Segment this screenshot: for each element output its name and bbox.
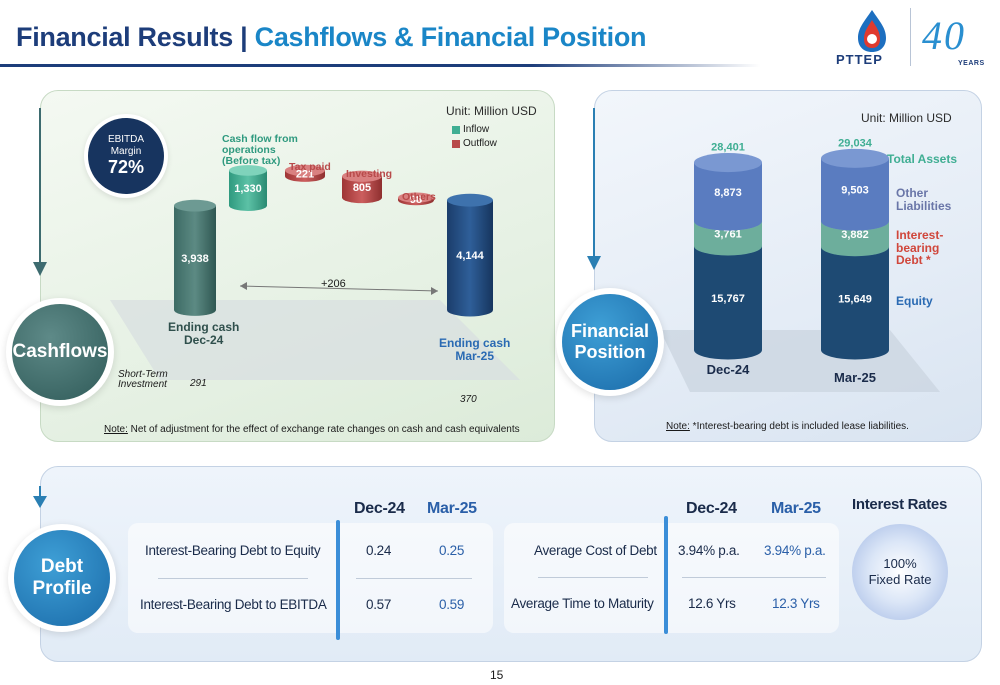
right-row2-label: Average Time to Maturity	[511, 596, 654, 611]
legend-inflow-swatch	[452, 126, 460, 134]
ibd-label: Interest-bearing Debt *	[896, 228, 944, 268]
legend-outflow-swatch	[452, 140, 460, 148]
waterfall-bar-5	[447, 193, 494, 317]
fixed-rate-badge: 100% Fixed Rate	[852, 524, 948, 620]
left-rule-values	[356, 578, 472, 579]
other-liabilities-label: Other Liabilities	[896, 186, 952, 213]
waterfall-bar-0	[174, 199, 216, 316]
financial-unit: Unit: Million USD	[861, 111, 952, 125]
stack-value-1-2: 9,503	[841, 185, 869, 197]
stack-value-0-1: 3,761	[714, 229, 742, 241]
chart-floor	[110, 300, 520, 380]
fin-category-0: Dec-24	[707, 362, 750, 377]
waterfall-value-4: 98	[410, 194, 422, 206]
stack-value-0-2: 8,873	[714, 187, 742, 199]
equity-label: Equity	[896, 294, 933, 308]
title-sub: Cashflows & Financial Position	[254, 22, 647, 52]
waterfall-bar-3	[342, 170, 382, 204]
right-divider	[664, 516, 668, 634]
right-rule-values	[682, 577, 826, 578]
ebitda-label-1: EBITDA	[107, 134, 145, 146]
interest-rates-title: Interest Rates	[852, 496, 948, 513]
stack-1-2	[821, 148, 889, 231]
title-separator: |	[232, 22, 255, 52]
logo-years: YEARS	[958, 60, 985, 67]
stack-0-2	[694, 153, 762, 231]
financial-decor	[587, 108, 601, 270]
delta-label: +206	[321, 278, 346, 290]
company-logo: PTTEP 40 YEARS	[830, 8, 990, 68]
debt-profile-section-label: Debt Profile	[14, 530, 110, 626]
waterfall-value-3: 805	[353, 182, 371, 194]
total-assets-label: Total Assets	[887, 152, 958, 166]
title-main: Financial Results	[16, 22, 233, 52]
right-row1-mar: 3.94% p.a.	[764, 543, 826, 558]
left-row1-mar: 0.25	[439, 543, 465, 558]
fin-category-1: Mar-25	[834, 370, 876, 385]
waterfall-value-0: 3,938	[181, 253, 209, 265]
label-investing: Investing	[346, 168, 393, 180]
left-row2-mar: 0.59	[439, 597, 465, 612]
left-divider	[336, 520, 340, 640]
left-row2-dec: 0.57	[366, 597, 392, 612]
ebitda-label-2: Margin	[110, 145, 142, 157]
short-term-mar: 370	[460, 394, 477, 405]
label-ending-cash-dec: Ending cash Dec-24	[168, 320, 240, 347]
financial-position-chart: 15,767 3,761 8,873 28,401 Dec-24 15,649 3,882 9…	[660, 137, 940, 392]
label-others: Others	[402, 191, 436, 203]
cashflow-note: Note: Net of adjustment for the effect o…	[104, 424, 520, 435]
page-number: 15	[490, 668, 504, 682]
right-row2-dec: 12.6 Yrs	[688, 596, 736, 611]
left-col-dec: Dec-24	[354, 500, 405, 517]
left-row2-label: Interest-Bearing Debt to EBITDA	[140, 597, 327, 612]
right-row1-dec: 3.94% p.a.	[678, 543, 740, 558]
total-assets-value-1: 29,034	[838, 137, 873, 149]
stack-value-0-0: 15,767	[711, 293, 745, 305]
waterfall-value-2: 221	[296, 168, 314, 180]
short-term-label: Short-Term Investment	[118, 369, 168, 390]
cashflows-section-label: Cashflows	[12, 304, 108, 400]
label-cfo: Cash flow from operations (Before tax)	[222, 133, 298, 168]
financial-note: Note: *Interest-bearing debt is included…	[666, 421, 909, 432]
right-row2-mar: 12.3 Yrs	[772, 596, 820, 611]
total-assets-value-0: 28,401	[711, 142, 745, 154]
cashflow-unit: Unit: Million USD	[446, 104, 537, 118]
right-row1-label: Average Cost of Debt	[534, 543, 657, 558]
logo-text: PTTEP	[836, 52, 883, 67]
financial-position-section-label: Financial Position	[562, 294, 658, 390]
cashflow-decor	[33, 108, 47, 276]
waterfall-bar-2	[285, 164, 325, 182]
ebitda-badge: EBITDA Margin 72%	[88, 118, 164, 194]
left-row1-dec: 0.24	[366, 543, 392, 558]
left-row1-label: Interest-Bearing Debt to Equity	[145, 543, 321, 558]
right-rule-label	[538, 577, 648, 578]
flame-logo-icon	[858, 10, 886, 52]
anniversary-mark: 40	[922, 13, 966, 58]
waterfall-value-5: 4,144	[456, 250, 484, 262]
cashflow-waterfall-chart: 3,938 1,330 221 805 98 4,144	[110, 164, 520, 380]
label-ending-cash-mar: Ending cash Mar-25	[439, 336, 511, 363]
label-tax: Tax paid	[289, 161, 331, 173]
stack-value-1-1: 3,882	[841, 229, 869, 241]
left-col-mar: Mar-25	[427, 500, 477, 517]
short-term-dec: 291	[190, 378, 207, 389]
page-title: Financial Results | Cashflows & Financia…	[16, 22, 647, 53]
ebitda-value: 72%	[107, 157, 145, 178]
right-col-mar: Mar-25	[771, 500, 821, 517]
left-rule-label	[158, 578, 308, 579]
debt-table-right	[504, 523, 839, 633]
legend-inflow: Inflow	[463, 124, 490, 135]
waterfall-value-1: 1,330	[234, 183, 262, 195]
right-col-dec: Dec-24	[686, 500, 737, 517]
header-rule	[0, 64, 760, 67]
legend-outflow: Outflow	[463, 138, 497, 149]
waterfall-bar-4	[398, 192, 434, 206]
header: Financial Results | Cashflows & Financia…	[0, 0, 1000, 70]
logo-divider	[910, 8, 911, 66]
delta-arrow	[239, 282, 439, 295]
stack-value-1-0: 15,649	[838, 293, 872, 305]
waterfall-bar-1	[229, 165, 267, 211]
